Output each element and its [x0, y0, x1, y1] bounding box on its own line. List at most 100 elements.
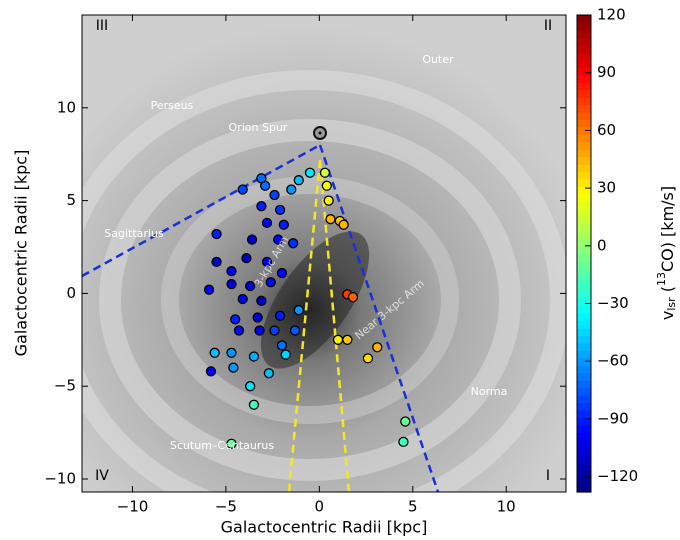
colorbar-step [577, 387, 591, 396]
arm-label: Scutum–Centaurus [170, 439, 274, 452]
point [246, 234, 258, 245]
arm-label: Sagittarius [104, 227, 164, 240]
point [269, 189, 280, 201]
quadrant-label: III [96, 18, 108, 34]
point [226, 278, 237, 290]
point [280, 349, 291, 360]
colorbar-step [577, 208, 591, 217]
colorbar-step [577, 268, 591, 277]
point [319, 167, 331, 178]
colorbar-step [577, 477, 591, 486]
point [321, 180, 332, 191]
colorbar-step [577, 417, 591, 426]
y-tick-label: 10 [57, 98, 76, 116]
y-tick-label: −10 [44, 470, 76, 488]
colorbar-step [577, 67, 591, 76]
colorbar-step [577, 432, 591, 441]
colorbar-step [577, 402, 591, 411]
colorbar-step [577, 313, 591, 322]
point [254, 325, 265, 336]
y-axis-label: Galactocentric Radii [kpc] [12, 150, 31, 357]
colorbar-step [577, 342, 591, 351]
colorbar-step [577, 201, 591, 210]
point [226, 347, 237, 358]
point [362, 353, 374, 364]
colorbar-step [577, 328, 591, 337]
point [332, 334, 344, 345]
point [230, 314, 241, 325]
x-tick-label: 10 [497, 498, 516, 516]
colorbar-step [577, 74, 591, 83]
colorbar-step [577, 454, 591, 463]
point [256, 173, 267, 184]
colorbar-step [577, 82, 591, 91]
arm-label: Outer [422, 53, 454, 66]
colorbar-step [577, 126, 591, 135]
point [276, 267, 288, 279]
colorbar-step [577, 298, 591, 307]
point [293, 304, 304, 316]
colorbar-step [577, 89, 591, 98]
point [261, 256, 273, 268]
y-tick-label: 5 [66, 191, 76, 209]
point [265, 277, 276, 288]
point [325, 214, 336, 225]
point [347, 291, 359, 303]
label-part: v [658, 311, 677, 320]
boundary-line [318, 159, 351, 493]
point [276, 340, 288, 351]
colorbar-frame [576, 14, 592, 493]
colorbar-tick-label: 90 [597, 63, 616, 81]
colorbar-step [577, 231, 591, 240]
colorbar-step [577, 193, 591, 202]
x-axis-label: Galactocentric Radii [kpc] [221, 518, 428, 537]
point [226, 265, 237, 277]
point [274, 204, 286, 216]
point [209, 347, 220, 358]
point [400, 416, 411, 427]
colorbar-step [577, 462, 591, 471]
arm-label: Perseus [151, 99, 194, 112]
point [248, 399, 260, 410]
colorbar-tick-label: −30 [597, 294, 629, 312]
colorbar-step [577, 15, 591, 24]
colorbar-step [577, 149, 591, 158]
colorbar-step [577, 22, 591, 31]
x-tick-label: −5 [215, 498, 237, 516]
colorbar-tick-label: −60 [597, 352, 629, 370]
point [273, 234, 284, 245]
point [288, 238, 299, 249]
point [372, 342, 383, 353]
point [286, 184, 297, 195]
colorbar-step [577, 484, 591, 493]
colorbar-step [577, 52, 591, 61]
colorbar-step [577, 335, 591, 344]
point [211, 256, 222, 268]
colorbar-step [577, 439, 591, 448]
point [323, 195, 334, 206]
galaxy-image [82, 15, 566, 492]
colorbar-step [577, 141, 591, 150]
colorbar-step [577, 357, 591, 366]
colorbar-tick-label: 60 [597, 121, 616, 139]
colorbar-step [577, 320, 591, 329]
colorbar-step [577, 238, 591, 247]
sun-marker [318, 131, 322, 135]
colorbar-step [577, 372, 591, 381]
colorbar-step [577, 246, 591, 255]
colorbar-step [577, 178, 591, 188]
colorbar-tick-label: −120 [597, 467, 638, 485]
colorbar-step [577, 134, 591, 143]
colorbar-step [577, 305, 591, 314]
point [274, 310, 286, 321]
point [226, 438, 237, 449]
colorbar-step [577, 59, 591, 68]
colorbar-step [577, 29, 591, 38]
colorbar-step [577, 290, 591, 299]
point [205, 366, 217, 377]
boundary-line [81, 143, 321, 278]
boundary-line [287, 159, 322, 493]
colorbar-step [577, 223, 591, 232]
